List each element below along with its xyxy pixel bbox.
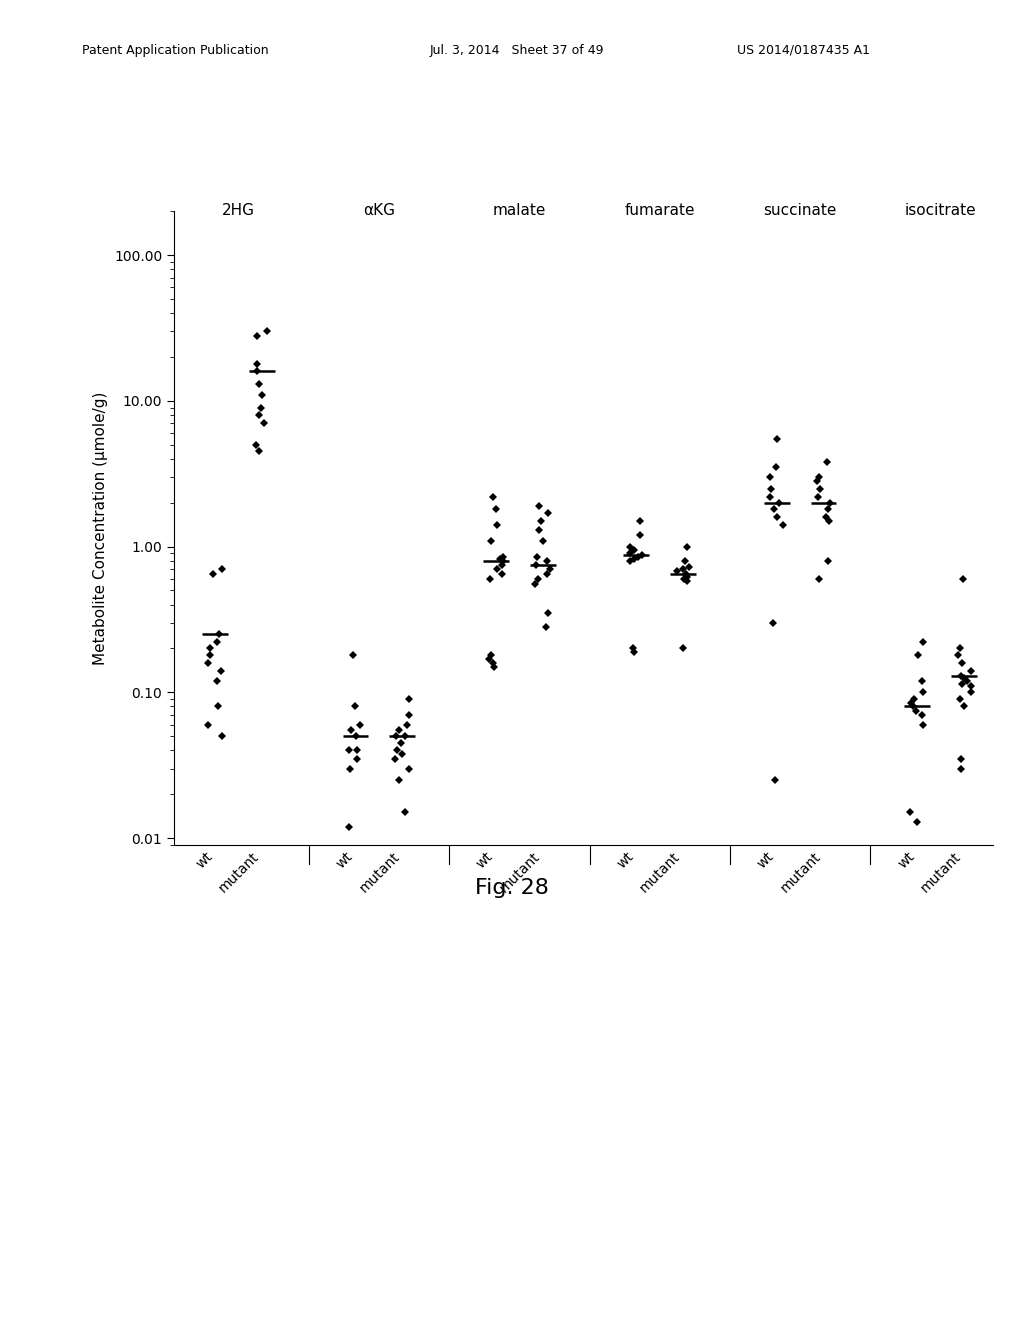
Text: 2HG: 2HG xyxy=(222,203,255,218)
Text: αKG: αKG xyxy=(362,203,395,218)
Text: Patent Application Publication: Patent Application Publication xyxy=(82,44,268,57)
Text: Jul. 3, 2014   Sheet 37 of 49: Jul. 3, 2014 Sheet 37 of 49 xyxy=(430,44,604,57)
Text: US 2014/0187435 A1: US 2014/0187435 A1 xyxy=(737,44,870,57)
Text: malate: malate xyxy=(493,203,546,218)
Text: isocitrate: isocitrate xyxy=(905,203,977,218)
Text: Fig. 28: Fig. 28 xyxy=(475,878,549,898)
Text: succinate: succinate xyxy=(764,203,837,218)
Text: fumarate: fumarate xyxy=(625,203,695,218)
Y-axis label: Metabolite Concentration (μmole/g): Metabolite Concentration (μmole/g) xyxy=(93,391,109,665)
